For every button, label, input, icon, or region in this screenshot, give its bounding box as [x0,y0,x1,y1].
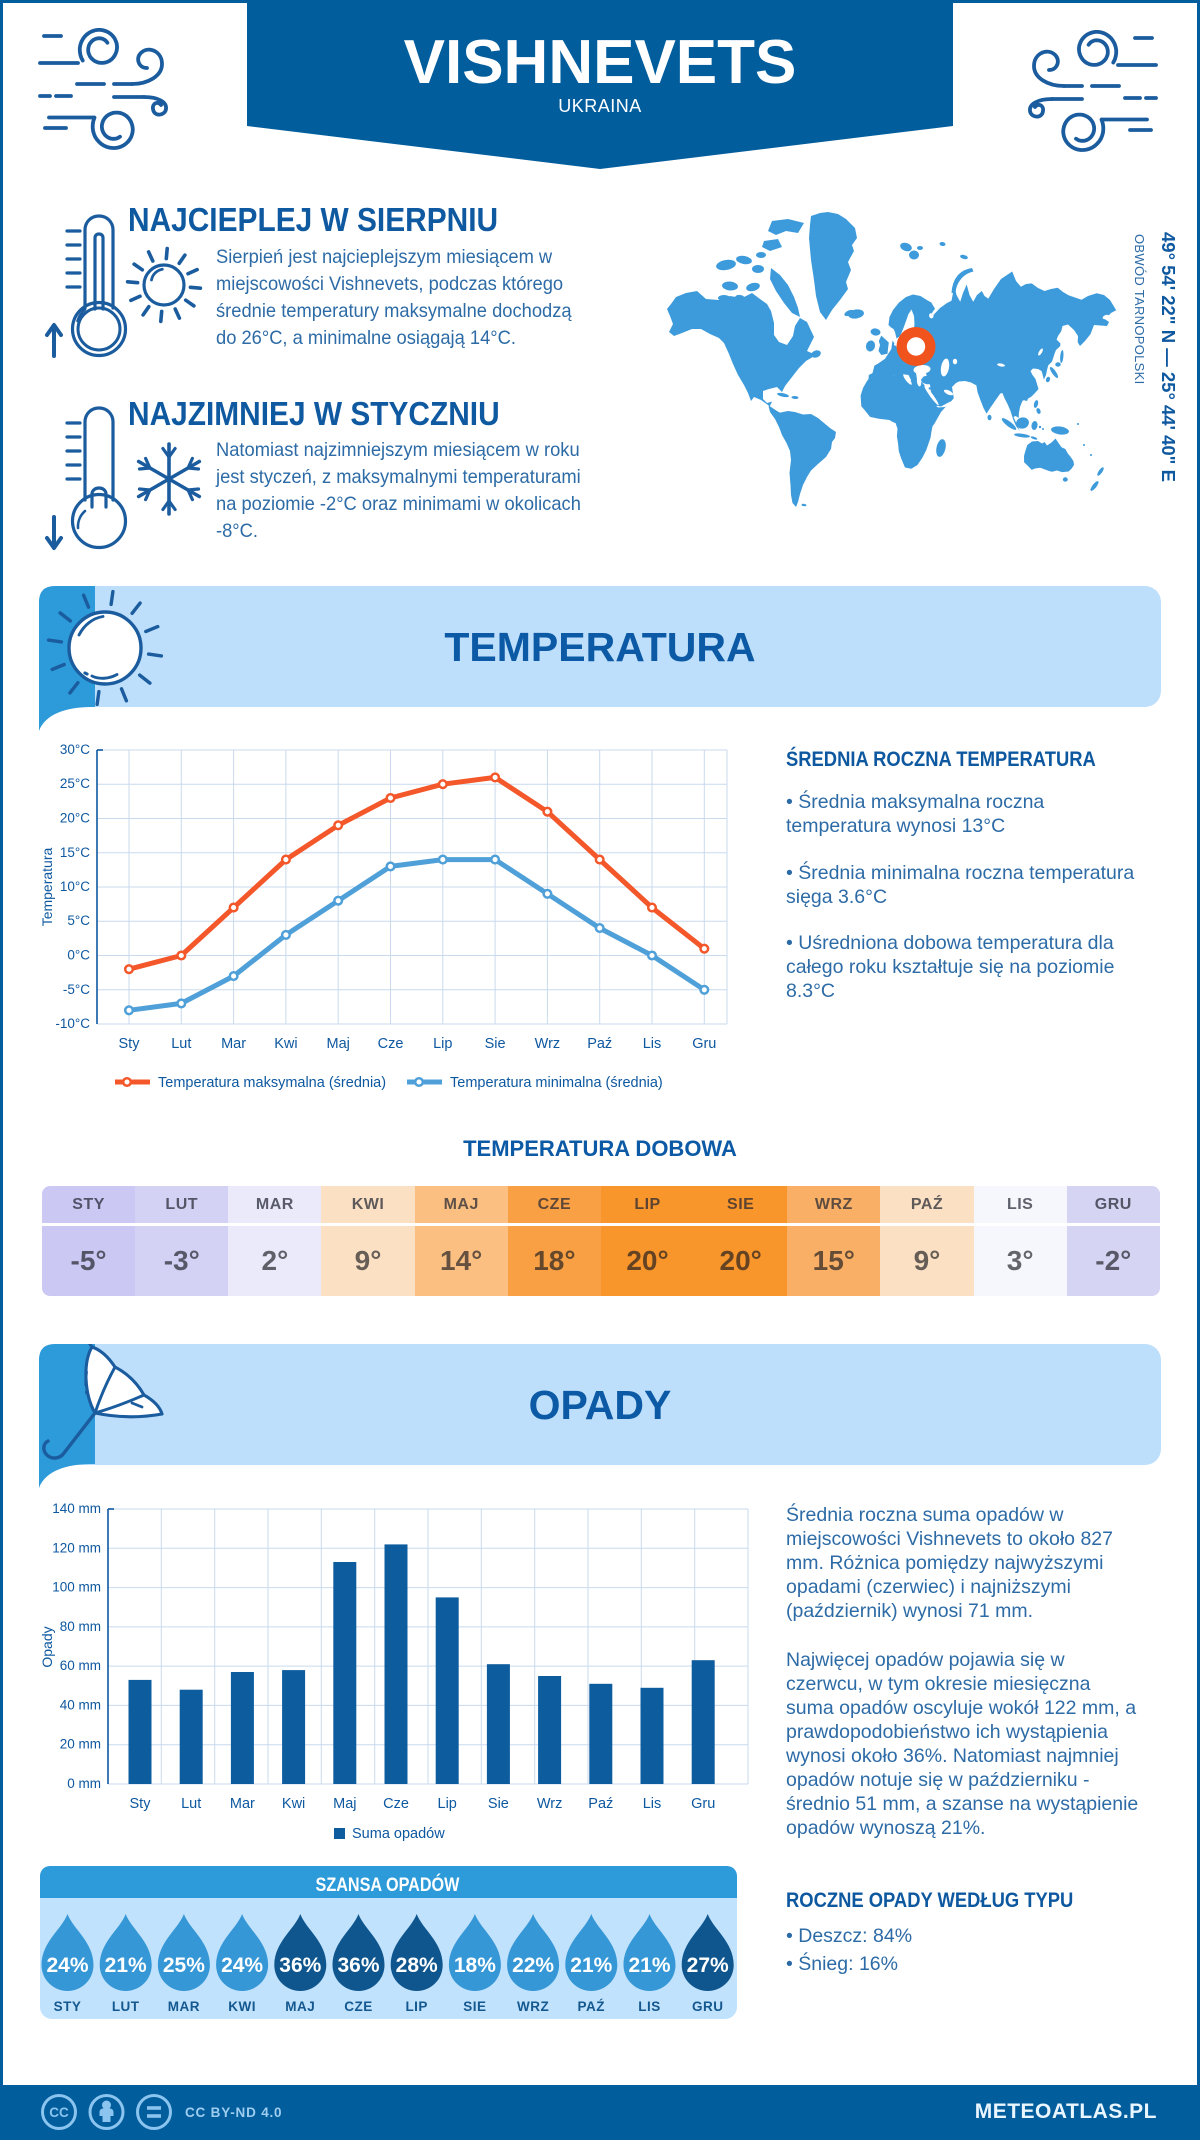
svg-text:MAJ: MAJ [285,1999,315,2014]
svg-text:Cze: Cze [378,1036,404,1052]
svg-text:CZE: CZE [344,1999,373,2014]
svg-text:LIP: LIP [405,1999,428,2014]
svg-text:120 mm: 120 mm [52,1540,101,1555]
svg-text:Maj: Maj [327,1036,350,1052]
svg-text:40 mm: 40 mm [60,1697,101,1712]
svg-text:Temperatura maksymalna (średni: Temperatura maksymalna (średnia) [158,1075,386,1091]
svg-text:27%: 27% [687,1954,729,1977]
svg-text:MAR: MAR [168,1999,200,2014]
svg-text:Suma opadów: Suma opadów [352,1826,445,1842]
svg-text:Sty: Sty [119,1036,141,1052]
svg-text:Lis: Lis [643,1796,662,1812]
svg-text:0°C: 0°C [67,948,90,963]
svg-text:GRU: GRU [692,1999,724,2014]
svg-text:36%: 36% [337,1954,379,1977]
svg-text:LIS: LIS [638,1999,661,2014]
svg-text:25°C: 25°C [60,776,90,791]
svg-text:140 mm: 140 mm [52,1501,101,1516]
svg-text:Lip: Lip [433,1036,452,1052]
svg-text:60 mm: 60 mm [60,1658,101,1673]
svg-text:Temperatura: Temperatura [39,847,55,926]
svg-text:20°C: 20°C [60,811,90,826]
svg-text:-5°C: -5°C [63,982,90,997]
svg-text:KWI: KWI [228,1999,256,2014]
svg-text:25%: 25% [163,1954,205,1977]
svg-text:SIE: SIE [463,1999,486,2014]
svg-text:Paź: Paź [587,1036,612,1052]
svg-text:Lut: Lut [181,1796,201,1812]
svg-text:100 mm: 100 mm [52,1580,101,1595]
svg-text:PAŹ: PAŹ [578,1999,606,2014]
svg-text:18%: 18% [454,1954,496,1977]
svg-text:Kwi: Kwi [282,1796,305,1812]
svg-text:Paź: Paź [588,1796,613,1812]
svg-text:Kwi: Kwi [274,1036,297,1052]
svg-text:Gru: Gru [691,1796,715,1812]
svg-text:CC: CC [49,2105,69,2120]
svg-text:Lip: Lip [438,1796,457,1812]
svg-text:LUT: LUT [112,1999,140,2014]
svg-text:Wrz: Wrz [537,1796,563,1812]
svg-text:Wrz: Wrz [535,1036,561,1052]
svg-text:24%: 24% [46,1954,88,1977]
svg-text:-10°C: -10°C [55,1016,90,1031]
svg-text:STY: STY [54,1999,82,2014]
svg-text:21%: 21% [570,1954,612,1977]
svg-text:36%: 36% [279,1954,321,1977]
svg-text:Maj: Maj [333,1796,356,1812]
svg-text:Mar: Mar [221,1036,246,1052]
svg-text:Temperatura minimalna (średnia: Temperatura minimalna (średnia) [450,1075,663,1091]
svg-text:24%: 24% [221,1954,263,1977]
svg-text:22%: 22% [512,1954,554,1977]
svg-text:80 mm: 80 mm [60,1619,101,1634]
svg-text:5°C: 5°C [67,913,90,928]
svg-text:15°C: 15°C [60,845,90,860]
svg-text:Sty: Sty [130,1796,152,1812]
svg-text:21%: 21% [628,1954,670,1977]
svg-text:21%: 21% [105,1954,147,1977]
svg-text:Lis: Lis [643,1036,662,1052]
svg-text:Opady: Opady [39,1626,55,1667]
svg-text:10°C: 10°C [60,879,90,894]
svg-text:Sie: Sie [485,1036,506,1052]
svg-text:30°C: 30°C [60,742,90,757]
svg-text:0 mm: 0 mm [67,1776,101,1791]
svg-text:Sie: Sie [488,1796,509,1812]
svg-text:Mar: Mar [230,1796,255,1812]
svg-text:Gru: Gru [692,1036,716,1052]
svg-text:WRZ: WRZ [517,1999,549,2014]
svg-text:Lut: Lut [171,1036,191,1052]
svg-text:28%: 28% [396,1954,438,1977]
svg-text:20 mm: 20 mm [60,1737,101,1752]
svg-text:Cze: Cze [383,1796,409,1812]
